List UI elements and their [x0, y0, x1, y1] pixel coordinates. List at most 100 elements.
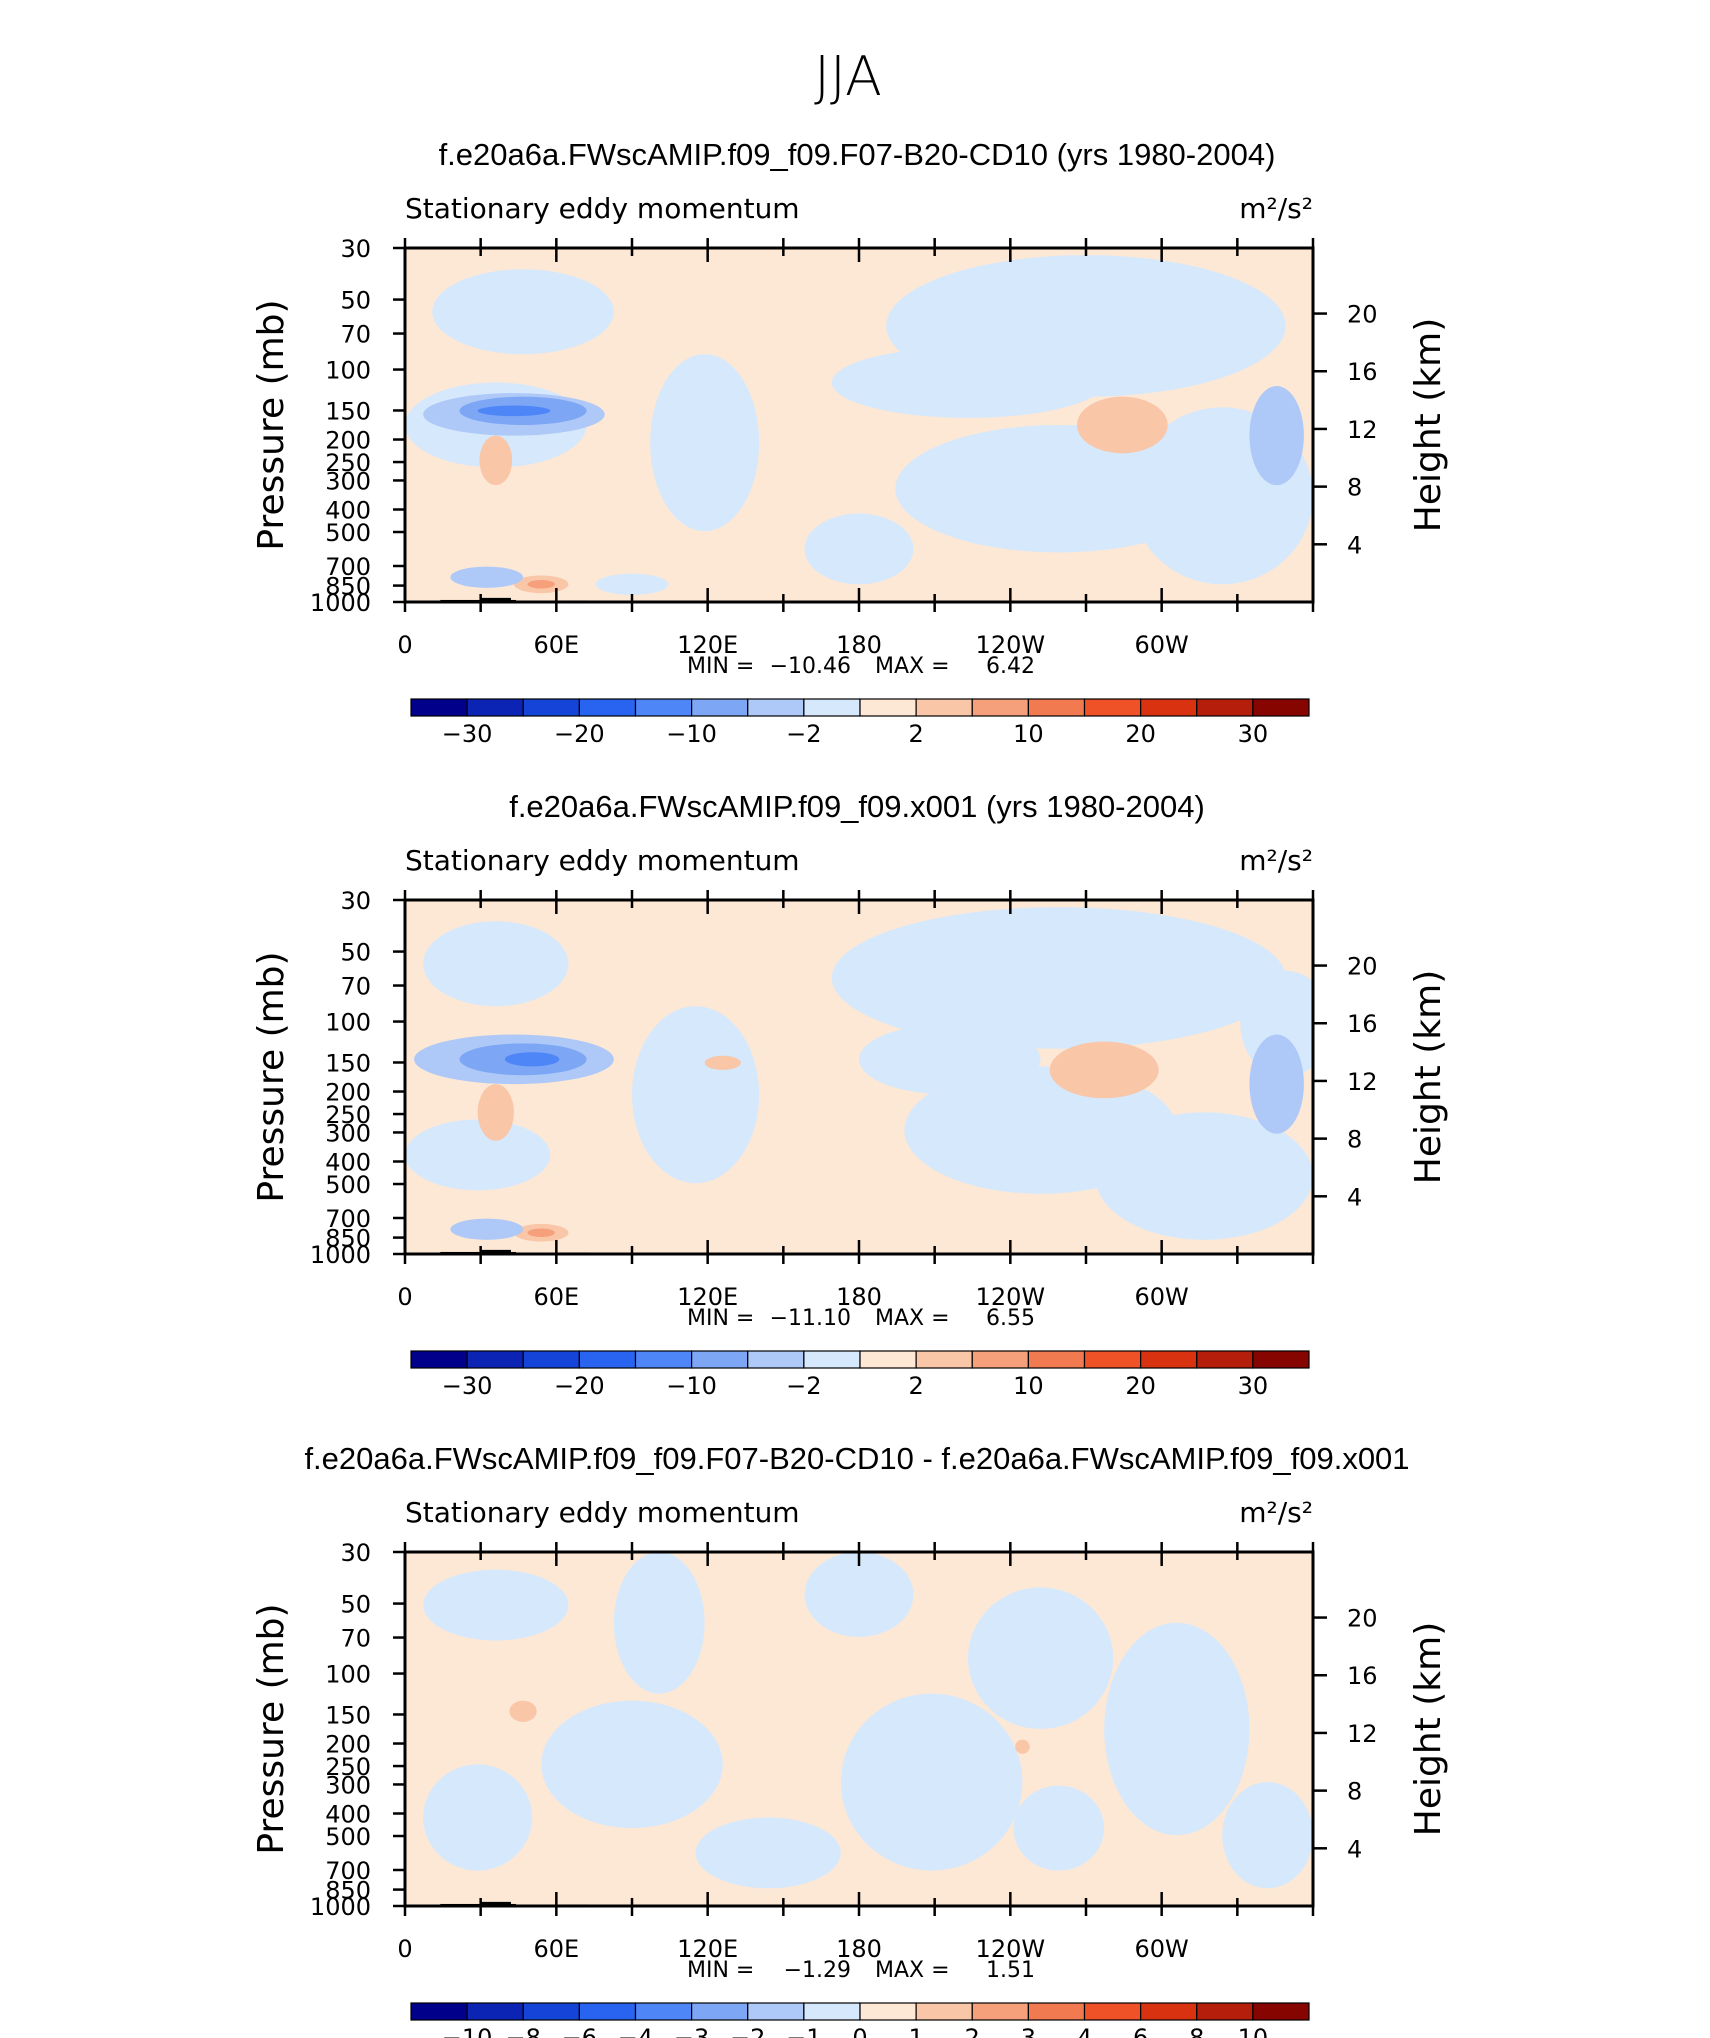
colorbar-box: [1140, 1350, 1198, 1369]
contour-region: [804, 1552, 914, 1637]
terrain: [480, 1901, 511, 1906]
colorbar-label: 6: [1133, 2024, 1148, 2038]
colorbar-label: 3: [1021, 2024, 1036, 2038]
colorbar-label: 30: [1238, 720, 1269, 748]
colorbar-box: [578, 2002, 637, 2021]
chart-panel: f.e20a6a.FWscAMIP.f09_f09.F07-B20-CD10 (…: [251, 137, 1449, 748]
colorbar-box: [691, 2002, 749, 2021]
x-tick-label: 0: [397, 631, 412, 659]
y-right-tick-label: 4: [1347, 531, 1362, 559]
left-string: Stationary eddy momentum: [405, 1496, 800, 1529]
y-tick-label: 250: [325, 449, 371, 477]
colorbar-box: [1027, 698, 1086, 717]
y-right-axis-title: Height (km): [1408, 1622, 1449, 1836]
contour-region: [1049, 1041, 1159, 1099]
colorbar-box: [803, 698, 861, 717]
colorbar-label: −30: [442, 720, 493, 748]
colorbar-box: [915, 1350, 973, 1369]
contour-region: [1249, 1034, 1304, 1134]
y-right-tick-label: 12: [1347, 1720, 1378, 1748]
colorbar-box: [747, 1350, 805, 1369]
x-tick-label: 60W: [1135, 1935, 1189, 1963]
colorbar-box: [634, 2002, 693, 2021]
colorbar-box: [1027, 2002, 1086, 2021]
x-tick-label: 180: [836, 631, 882, 659]
colorbar-box: [859, 1350, 917, 1369]
y-tick-label: 400: [325, 1800, 371, 1828]
contour-region: [405, 1119, 551, 1191]
colorbar-label: −3: [674, 2024, 709, 2038]
colorbar-box: [578, 698, 637, 717]
colorbar-label: 2: [908, 720, 923, 748]
y-tick-label: 200: [325, 1079, 371, 1107]
x-tick-label: 60W: [1135, 631, 1189, 659]
colorbar-label: 4: [1077, 2024, 1092, 2038]
y-axis-title: Pressure (mb): [251, 951, 292, 1202]
colorbar-box: [747, 698, 805, 717]
y-tick-label: 300: [325, 1119, 371, 1147]
y-tick-label: 850: [325, 1877, 371, 1905]
colorbar-label: −2: [786, 1372, 821, 1400]
y-tick-label: 50: [340, 1591, 371, 1619]
terrain: [480, 597, 511, 602]
x-tick-label: 0: [397, 1935, 412, 1963]
colorbar-box: [1140, 2002, 1198, 2021]
x-tick-label: 60E: [533, 1283, 579, 1311]
y-tick-label: 850: [325, 573, 371, 601]
units-label: m²/s²: [1239, 1496, 1313, 1529]
colorbar-box: [1027, 1350, 1086, 1369]
colorbar-box: [859, 2002, 917, 2021]
y-tick-label: 700: [325, 1857, 371, 1885]
y-tick-label: 70: [340, 1625, 371, 1653]
field: [405, 1552, 1313, 1906]
colorbar-label: 10: [1013, 720, 1044, 748]
figure-title: JJA: [814, 45, 882, 108]
contour-region: [509, 1700, 537, 1722]
colorbar-box: [410, 2002, 468, 2021]
colorbar-box: [747, 2002, 805, 2021]
y-axis-title: Pressure (mb): [251, 299, 292, 550]
y-right-tick-label: 4: [1347, 1835, 1362, 1863]
colorbar-label: 2: [908, 1372, 923, 1400]
colorbar-box: [634, 1350, 693, 1369]
colorbar-box: [410, 1350, 468, 1369]
y-right-tick-label: 8: [1347, 1126, 1362, 1154]
colorbar-box: [915, 2002, 973, 2021]
contour-region: [613, 1552, 705, 1694]
terrain: [480, 1249, 511, 1254]
colorbar-box: [803, 2002, 861, 2021]
max-value: 6.55: [986, 1306, 1035, 1331]
colorbar-label: 10: [1013, 1372, 1044, 1400]
y-right-tick-label: 8: [1347, 474, 1362, 502]
contour-region: [1015, 1739, 1030, 1754]
colorbar-label: 2: [965, 2024, 980, 2038]
y-right-tick-label: 16: [1347, 358, 1378, 386]
y-right-tick-label: 4: [1347, 1183, 1362, 1211]
colorbar-label: 10: [1238, 2024, 1269, 2038]
colorbar-box: [1196, 698, 1254, 717]
contour-region: [695, 1817, 841, 1889]
y-right-tick-label: 20: [1347, 953, 1378, 981]
y-right-tick-label: 12: [1347, 416, 1378, 444]
contour-region: [527, 1228, 555, 1238]
colorbar-label: 20: [1125, 720, 1156, 748]
y-tick-label: 30: [340, 235, 371, 263]
contour-region: [477, 1084, 514, 1141]
y-tick-label: 1000: [310, 1241, 371, 1269]
left-string: Stationary eddy momentum: [405, 192, 800, 225]
y-tick-label: 400: [325, 496, 371, 524]
contour-region: [477, 405, 551, 417]
colorbar-label: 30: [1238, 1372, 1269, 1400]
colorbar-label: −2: [730, 2024, 765, 2038]
colorbar-label: −8: [506, 2024, 541, 2038]
y-tick-label: 300: [325, 467, 371, 495]
contour-region: [1222, 1782, 1313, 1889]
field: [405, 900, 1313, 1254]
y-tick-label: 500: [325, 519, 371, 547]
colorbar-label: −10: [442, 2024, 493, 2038]
y-tick-label: 500: [325, 1823, 371, 1851]
colorbar-label: 20: [1125, 1372, 1156, 1400]
colorbar-box: [1252, 698, 1310, 717]
y-right-tick-label: 20: [1347, 301, 1378, 329]
